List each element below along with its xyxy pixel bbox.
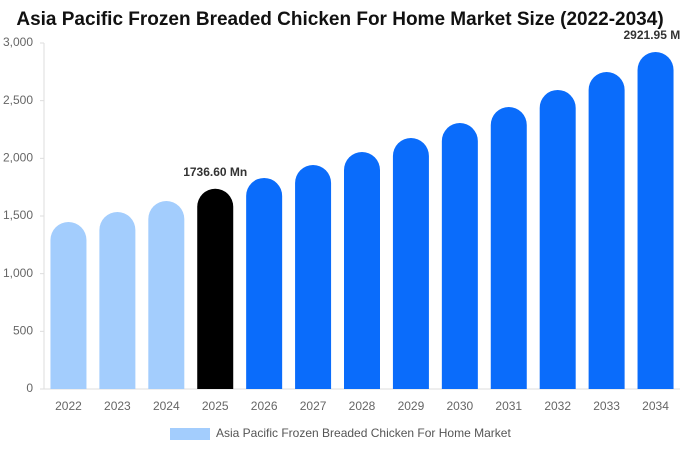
bar (246, 177, 283, 389)
x-tick-label: 2023 (104, 399, 131, 413)
legend-label: Asia Pacific Frozen Breaded Chicken For … (216, 426, 511, 440)
y-tick-label: 0 (26, 381, 33, 395)
bar (148, 201, 185, 389)
x-tick-label: 2031 (495, 399, 522, 413)
x-tick-label: 2027 (300, 399, 327, 413)
bar (295, 165, 332, 389)
x-tick-label: 2022 (55, 399, 82, 413)
bar (490, 107, 527, 389)
y-tick-label: 1,500 (3, 208, 33, 222)
data-label: 2921.95 Mn (624, 28, 680, 42)
bar (441, 123, 478, 390)
bar (539, 89, 576, 389)
bar (50, 221, 87, 389)
x-tick-label: 2034 (642, 399, 669, 413)
bar (392, 138, 429, 389)
bar (588, 71, 625, 389)
y-tick-label: 2,500 (3, 93, 33, 107)
x-tick-label: 2033 (593, 399, 620, 413)
bar (637, 52, 674, 389)
bar (344, 151, 380, 389)
chart-title: Asia Pacific Frozen Breaded Chicken For … (16, 9, 663, 30)
y-tick-label: 3,000 (3, 35, 33, 49)
data-label: 1736.60 Mn (183, 165, 247, 179)
bar (99, 211, 136, 389)
legend-swatch (170, 428, 210, 440)
bar (197, 188, 234, 389)
y-tick-label: 1,000 (3, 266, 33, 280)
x-tick-label: 2025 (202, 399, 229, 413)
x-tick-label: 2024 (153, 399, 180, 413)
x-tick-label: 2029 (398, 399, 425, 413)
x-tick-label: 2030 (446, 399, 473, 413)
x-tick-label: 2026 (251, 399, 278, 413)
x-tick-label: 2032 (544, 399, 571, 413)
y-tick-label: 2,000 (3, 151, 33, 165)
x-tick-label: 2028 (349, 399, 376, 413)
y-tick-label: 500 (13, 324, 33, 338)
